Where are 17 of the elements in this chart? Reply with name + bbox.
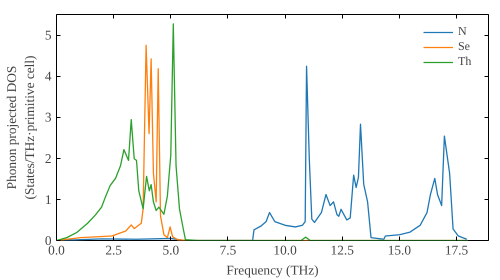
x-axis-title: Frequency (THz) (226, 262, 319, 278)
y-tick-label: 2 (44, 150, 52, 166)
y-tick-label: 1 (44, 192, 52, 207)
x-tick-label: 17.5 (444, 242, 468, 258)
y-axis-title: Phonon projected DOS (States/THz·primitive cell) (4, 56, 37, 200)
x-tick-label: 10.0 (273, 242, 298, 258)
x-tick-label: 5.0 (162, 242, 180, 258)
y-tick-label: 4 (44, 68, 52, 84)
x-tick-label: 2.5 (105, 242, 122, 258)
x-tick-label: 7.5 (220, 242, 237, 258)
legend-label: Th (458, 54, 472, 69)
legend-label: N (458, 24, 468, 39)
y-tick-label: 5 (44, 28, 52, 43)
x-tick-label: 12.5 (330, 242, 354, 258)
legend-label: Se (458, 39, 471, 54)
y-tick-label: 3 (44, 110, 52, 125)
x-tick-label: 15.0 (388, 242, 412, 258)
